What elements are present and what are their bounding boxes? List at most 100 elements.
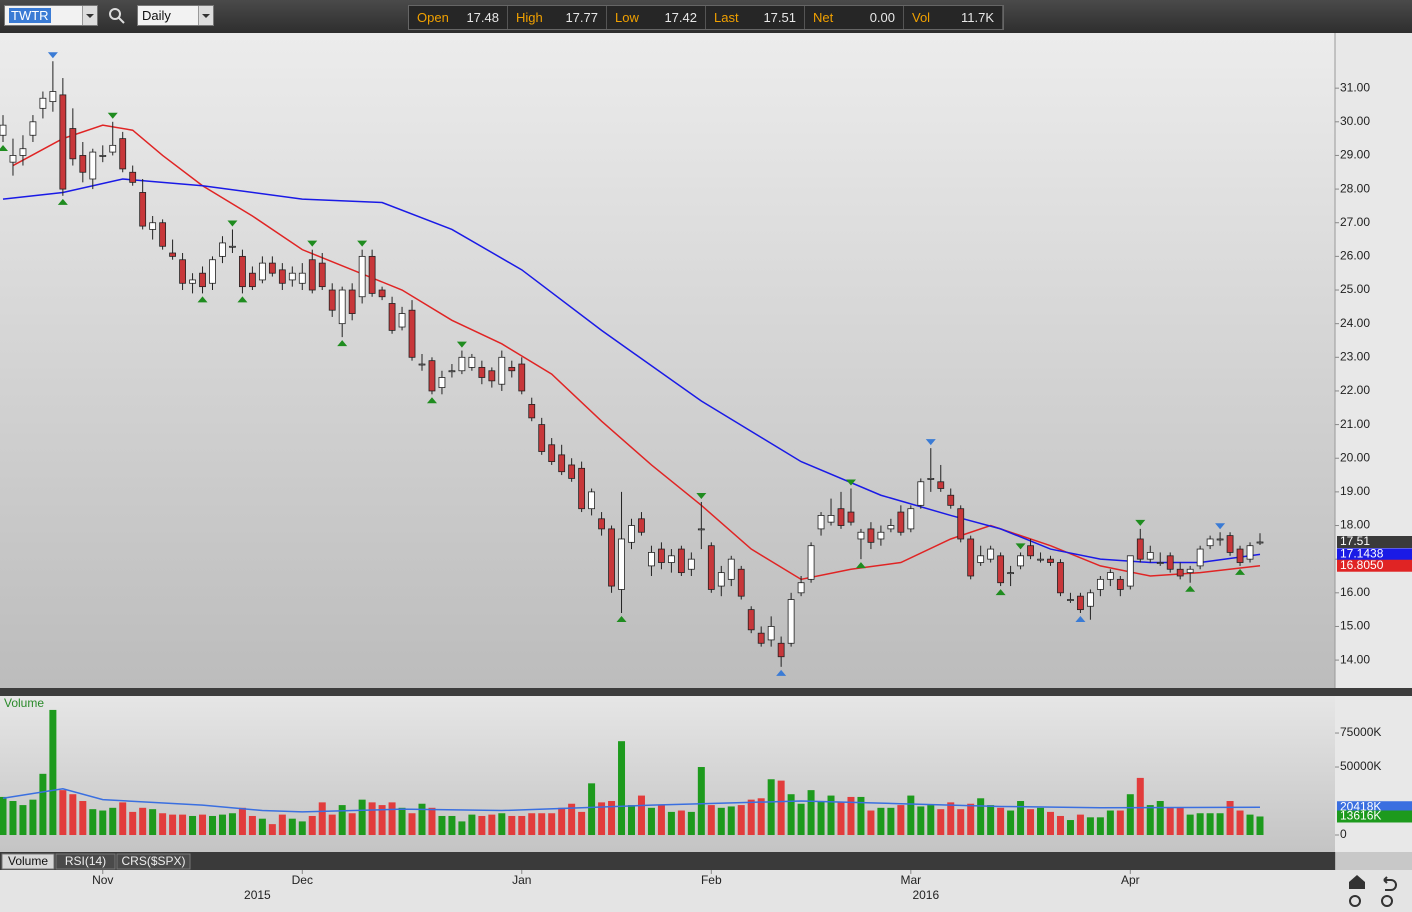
quote-label: Net [813, 10, 834, 25]
moving-average [2, 178, 1261, 564]
symbol-input[interactable]: TWTR [4, 5, 98, 26]
value-tag [1337, 559, 1412, 572]
candle-body [139, 192, 147, 227]
tab[interactable] [116, 853, 191, 870]
zoom-in-icon[interactable] [1349, 895, 1361, 907]
candle-body [498, 356, 506, 385]
candle-body [1126, 555, 1134, 587]
price-panel [0, 33, 1335, 688]
candle-body [1096, 578, 1104, 590]
volume-bar [218, 814, 226, 836]
volume-bar [189, 815, 197, 836]
pivot-marker [0, 144, 8, 151]
volume-bar [568, 803, 576, 836]
candle-body [588, 491, 595, 510]
x-tick-label: Dec [292, 873, 313, 887]
pivot-marker [696, 492, 707, 499]
y-tick-label: 31.00 [1340, 80, 1370, 94]
volume-bar [1056, 815, 1064, 836]
volume-bar [89, 809, 97, 836]
volume-bar [1256, 816, 1264, 836]
y-tick-label: 26.00 [1340, 249, 1370, 263]
volume-bar [777, 780, 785, 836]
candle-body [957, 508, 965, 540]
candle-body [807, 545, 815, 580]
candle-body [209, 259, 216, 284]
undo-icon[interactable] [1383, 876, 1397, 891]
y-tick-label: 28.00 [1340, 181, 1370, 195]
candle-body [1176, 568, 1184, 577]
tab[interactable] [1, 853, 55, 870]
volume-bar [478, 815, 486, 836]
volume-bar [268, 824, 276, 836]
value-tag [1337, 801, 1412, 814]
candle-body [258, 262, 266, 281]
candle-body [358, 255, 366, 298]
value-tag-label: 20418K [1340, 799, 1381, 813]
volume-bar [278, 814, 286, 836]
date-axis [0, 870, 1412, 912]
volume-bar [388, 802, 396, 836]
volume-bar [298, 821, 306, 836]
candle-body [787, 599, 795, 644]
nav-icons[interactable] [1349, 875, 1397, 907]
candle-body [867, 528, 875, 543]
volume-bar [328, 814, 336, 836]
home-icon[interactable] [1349, 875, 1365, 889]
pivot-marker [1215, 523, 1226, 530]
pivot-marker [1015, 543, 1026, 550]
pivot-marker [845, 479, 856, 486]
volume-bar [767, 779, 775, 836]
candle-body [1057, 562, 1064, 594]
tab-label: CRS($SPX) [121, 854, 185, 868]
y-tick-label: 23.00 [1340, 349, 1370, 363]
interval-select[interactable]: Daily [137, 5, 214, 26]
interval: Daily [142, 8, 171, 23]
symbol: TWTR [9, 8, 51, 23]
volume-bar [159, 813, 167, 836]
candle-body [1047, 558, 1054, 563]
volume-bar [119, 802, 127, 836]
volume-bar [787, 794, 795, 836]
y-tick-label: 25.00 [1340, 282, 1370, 296]
candle-body [49, 91, 57, 103]
volume-bar [129, 811, 137, 836]
candle-body [388, 303, 396, 331]
volume-bar [667, 811, 675, 836]
volume-bar [408, 813, 416, 836]
candle-body [687, 558, 695, 570]
candle-body [558, 454, 566, 473]
volume-bar [1066, 820, 1074, 836]
volume-bar [717, 807, 725, 836]
volume-bar [747, 799, 755, 836]
candle-body [29, 121, 37, 136]
candle-body [697, 528, 705, 531]
pivot-marker [307, 240, 318, 247]
candle-body [937, 481, 945, 489]
candle-body [538, 424, 546, 452]
volume-bar [1047, 811, 1054, 836]
candle-body [717, 572, 725, 587]
candle-body [99, 155, 107, 157]
search-icon[interactable] [107, 6, 127, 26]
zoom-out-icon[interactable] [1381, 895, 1393, 907]
candle-body [1166, 555, 1174, 570]
volume-bar [488, 814, 496, 836]
pivot-marker [426, 397, 437, 404]
candle-body [308, 259, 316, 291]
pivot-marker [616, 615, 627, 622]
pivot-marker [1075, 615, 1086, 622]
candle-body [239, 255, 246, 288]
quote-field: Low 17.42 [607, 6, 706, 29]
pivot-marker [1135, 519, 1146, 526]
volume-bar [228, 813, 236, 836]
volume-bar [358, 799, 366, 836]
candle-body [947, 494, 955, 506]
value-tag [1337, 548, 1412, 561]
volume-bar [448, 815, 456, 836]
tab[interactable] [55, 853, 116, 870]
volume-bar [1226, 801, 1234, 836]
quote-field: Last 17.51 [706, 6, 805, 29]
volume-bar [1156, 801, 1164, 836]
candle-body [328, 289, 336, 311]
